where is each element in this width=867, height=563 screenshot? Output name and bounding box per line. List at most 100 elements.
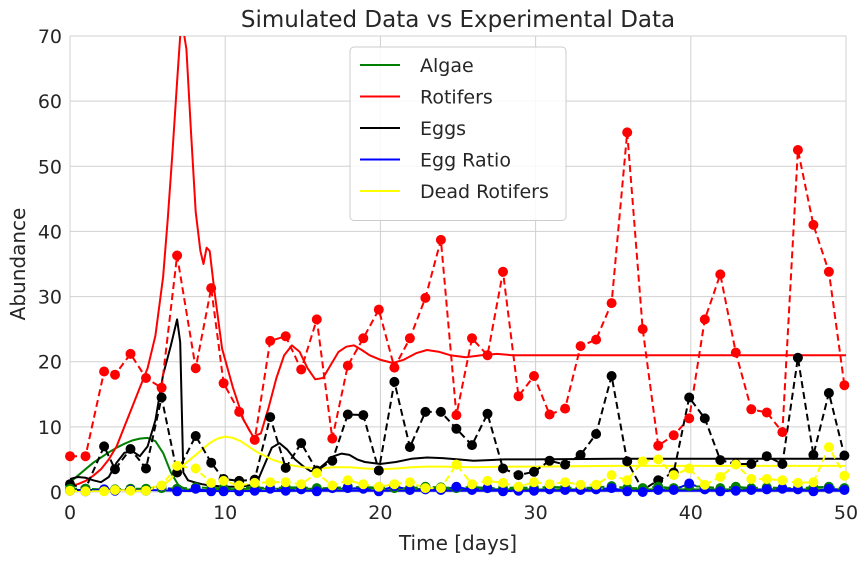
exp-point bbox=[65, 485, 75, 496]
exp-point bbox=[80, 486, 91, 497]
y-axis-ticks: 0 10 20 30 40 50 60 70 bbox=[38, 26, 62, 504]
x-tick-label: 0 bbox=[64, 502, 76, 524]
x-tick-label: 40 bbox=[679, 502, 703, 524]
exp-point bbox=[265, 477, 276, 488]
exp-point bbox=[80, 451, 91, 462]
y-tick-label: 60 bbox=[38, 91, 62, 113]
chart-title: Simulated Data vs Experimental Data bbox=[241, 7, 675, 33]
exp-point bbox=[839, 450, 850, 461]
exp-point bbox=[172, 460, 183, 471]
exp-point bbox=[808, 449, 819, 460]
exp-point bbox=[560, 459, 571, 470]
exp-point bbox=[404, 442, 415, 453]
exp-point bbox=[342, 483, 353, 494]
exp-point bbox=[435, 406, 446, 417]
exp-point bbox=[206, 457, 217, 468]
exp-point bbox=[249, 485, 260, 496]
exp-point bbox=[420, 406, 431, 417]
exp-point bbox=[327, 455, 338, 466]
legend-label: Dead Rotifers bbox=[420, 181, 549, 203]
exp-point bbox=[172, 250, 183, 261]
exp-point bbox=[249, 434, 260, 445]
exp-point bbox=[467, 333, 477, 344]
y-tick-label: 50 bbox=[38, 156, 62, 178]
exp-point bbox=[513, 391, 524, 402]
exp-point bbox=[280, 477, 291, 488]
exp-point bbox=[358, 410, 369, 421]
exp-point bbox=[218, 486, 229, 497]
exp-point bbox=[606, 298, 617, 309]
exp-point bbox=[99, 486, 110, 497]
exp-point bbox=[637, 456, 648, 467]
y-axis-label: Abundance bbox=[6, 208, 30, 321]
exp-point bbox=[746, 474, 757, 484]
exp-point bbox=[699, 479, 710, 490]
exp-point bbox=[296, 438, 307, 449]
x-axis-label: Time [days] bbox=[398, 531, 517, 555]
exp-point bbox=[404, 333, 415, 344]
exp-point bbox=[823, 388, 834, 398]
exp-point bbox=[156, 480, 167, 491]
exp-point bbox=[761, 484, 772, 495]
exp-point bbox=[637, 324, 648, 335]
exp-point bbox=[746, 485, 757, 495]
y-tick-label: 40 bbox=[38, 221, 62, 243]
exp-point bbox=[560, 477, 571, 488]
exp-point bbox=[342, 360, 353, 371]
sim-line-eggs bbox=[70, 318, 846, 488]
exp-point bbox=[311, 314, 322, 325]
exp-point bbox=[482, 475, 493, 486]
exp-point bbox=[730, 485, 741, 496]
exp-point bbox=[808, 486, 819, 497]
exp-point bbox=[715, 486, 726, 497]
exp-point bbox=[715, 472, 726, 482]
exp-point bbox=[358, 479, 369, 490]
exp-point bbox=[808, 219, 819, 230]
exp-point bbox=[373, 304, 384, 315]
exp-point bbox=[451, 410, 462, 421]
exp-point bbox=[451, 423, 462, 434]
exp-point bbox=[715, 269, 726, 280]
exp-point bbox=[280, 331, 291, 342]
exp-point bbox=[606, 470, 617, 481]
exp-point bbox=[141, 373, 151, 383]
exp-point bbox=[529, 477, 539, 488]
exp-point bbox=[622, 456, 633, 467]
exp-point bbox=[156, 382, 167, 393]
exp-point bbox=[777, 475, 788, 486]
exp-point bbox=[823, 442, 834, 453]
exp-point bbox=[389, 376, 400, 387]
exp-point bbox=[451, 481, 462, 492]
experimental-markers bbox=[65, 127, 850, 497]
exp-point bbox=[327, 433, 338, 444]
exp-point bbox=[699, 314, 710, 325]
legend: Algae Rotifers Eggs Egg Ratio Dead Rotifers bbox=[349, 46, 567, 221]
x-tick-label: 50 bbox=[834, 502, 858, 524]
y-tick-label: 20 bbox=[38, 352, 62, 374]
exp-point bbox=[404, 485, 415, 495]
exp-point bbox=[529, 485, 539, 496]
exp-point bbox=[668, 430, 679, 441]
exp-point bbox=[482, 350, 493, 361]
exp-point bbox=[823, 483, 834, 494]
exp-point bbox=[560, 485, 571, 495]
legend-label: Eggs bbox=[420, 118, 466, 140]
exp-point bbox=[141, 485, 151, 496]
x-tick-label: 30 bbox=[524, 502, 548, 524]
exp-point bbox=[761, 451, 772, 462]
exp-point bbox=[544, 409, 555, 420]
exp-point bbox=[653, 440, 664, 451]
exp-point bbox=[296, 479, 307, 490]
exp-point bbox=[544, 479, 555, 490]
exp-point bbox=[529, 371, 539, 381]
exp-point bbox=[65, 451, 75, 462]
exp-point bbox=[606, 483, 617, 494]
exp-point bbox=[467, 440, 477, 451]
exp-point bbox=[373, 481, 384, 492]
legend-label: Rotifers bbox=[420, 87, 493, 109]
exp-point bbox=[653, 485, 664, 495]
exp-point bbox=[467, 479, 477, 490]
y-tick-label: 30 bbox=[38, 287, 62, 309]
exp-point bbox=[777, 427, 788, 438]
